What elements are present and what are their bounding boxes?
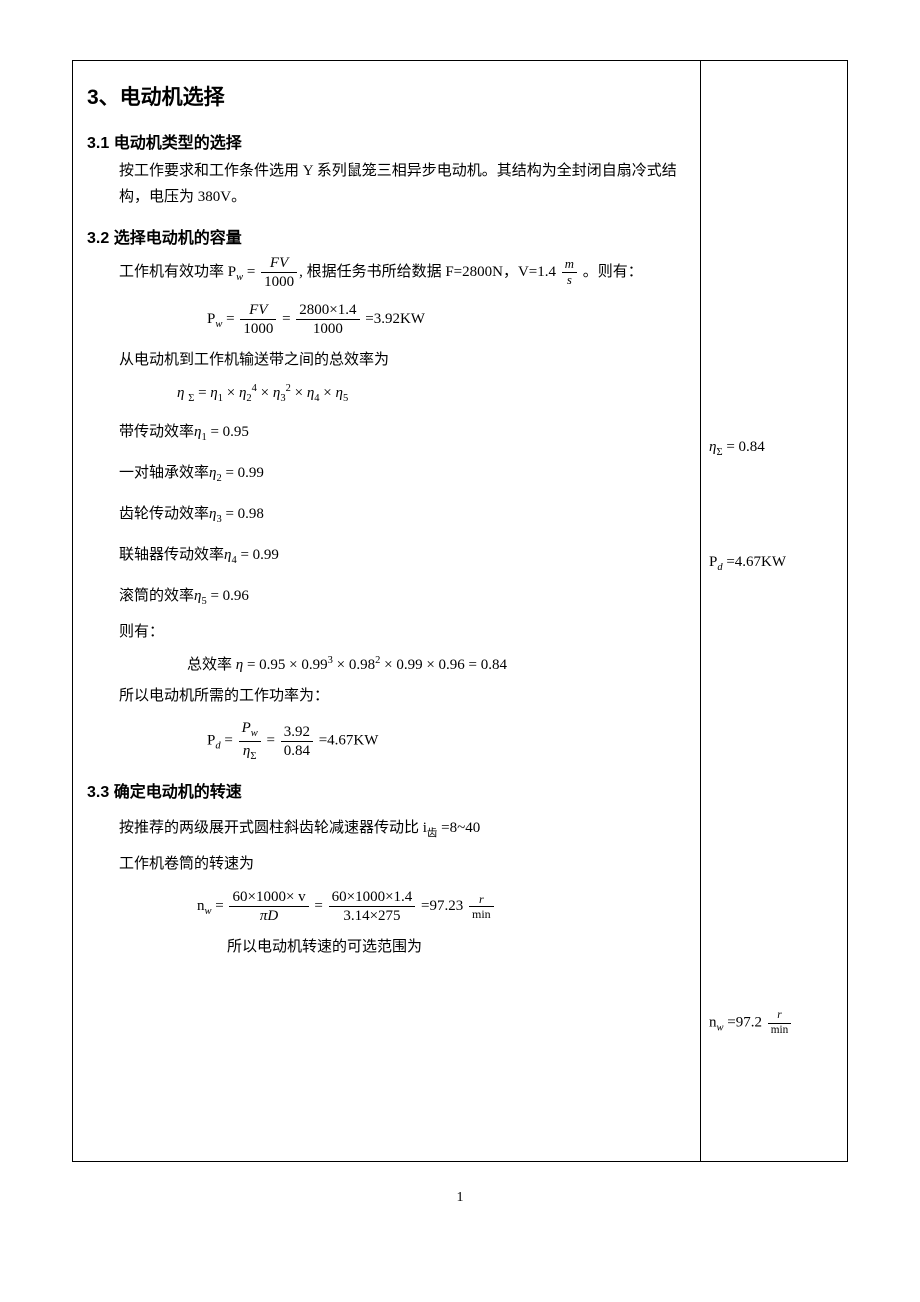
- eff-line-5: 滚筒的效率η5 = 0.96: [119, 584, 682, 611]
- heading-3-1: 3.1 电动机类型的选择: [87, 129, 682, 153]
- eff-line-3: 齿轮传动效率η3 = 0.98: [119, 502, 682, 529]
- heading-3-2: 3.2 选择电动机的容量: [87, 224, 682, 248]
- sec31-p1: 按工作要求和工作条件选用 Y 系列鼠笼三相异步电动机。其结构为全封闭自扇冷式结构…: [119, 159, 682, 210]
- side-eta: ηΣ = 0.84: [709, 439, 839, 458]
- side-nw: nw =97.2 rmin: [709, 1009, 839, 1037]
- main-column: 3、电动机选择 3.1 电动机类型的选择 按工作要求和工作条件选用 Y 系列鼠笼…: [73, 61, 701, 1161]
- eq-pw: Pw = FV1000 = 2800×1.41000 =3.92KW: [87, 301, 682, 338]
- sec32-p2: 从电动机到工作机输送带之间的总效率为: [119, 348, 682, 374]
- page-number: 1: [72, 1190, 848, 1206]
- sec32-p3: 则有：: [119, 620, 682, 646]
- heading-3-3: 3.3 确定电动机的转速: [87, 778, 682, 802]
- sec33-p1: 按推荐的两级展开式圆柱斜齿轮减速器传动比 i齿 =8~40: [119, 816, 682, 843]
- sec32-p1: 工作机有效功率 Pw = FV1000, 根据任务书所给数据 F=2800N，V…: [119, 254, 682, 291]
- sec33-p3: 所以电动机转速的可选范围为: [227, 935, 682, 961]
- eq-eta-total: η Σ = η1 × η24 × η32 × η4 × η5: [177, 382, 682, 407]
- side-spacer-3: [709, 579, 839, 1009]
- side-spacer-2: [709, 464, 839, 554]
- heading-1: 3、电动机选择: [87, 81, 682, 111]
- eff-line-2: 一对轴承效率η2 = 0.99: [119, 461, 682, 488]
- sec33-p2: 工作机卷筒的转速为: [119, 852, 682, 878]
- sec32-p4: 所以电动机所需的工作功率为：: [119, 684, 682, 710]
- eq-nw: nw = 60×1000× vπD = 60×1000×1.43.14×275 …: [87, 888, 682, 925]
- eq-total-eff: 总效率 η = 0.95 × 0.993 × 0.982 × 0.99 × 0.…: [187, 654, 682, 676]
- side-pd: Pd =4.67KW: [709, 554, 839, 573]
- eff-line-4: 联轴器传动效率η4 = 0.99: [119, 543, 682, 570]
- eq-pd: Pd = Pw ηΣ = 3.920.84 =4.67KW: [87, 719, 682, 763]
- side-column: ηΣ = 0.84 Pd =4.67KW nw =97.2 rmin: [701, 61, 847, 1161]
- document-frame: 3、电动机选择 3.1 电动机类型的选择 按工作要求和工作条件选用 Y 系列鼠笼…: [72, 60, 848, 1162]
- side-spacer-1: [709, 81, 839, 439]
- eff-line-1: 带传动效率η1 = 0.95: [119, 420, 682, 447]
